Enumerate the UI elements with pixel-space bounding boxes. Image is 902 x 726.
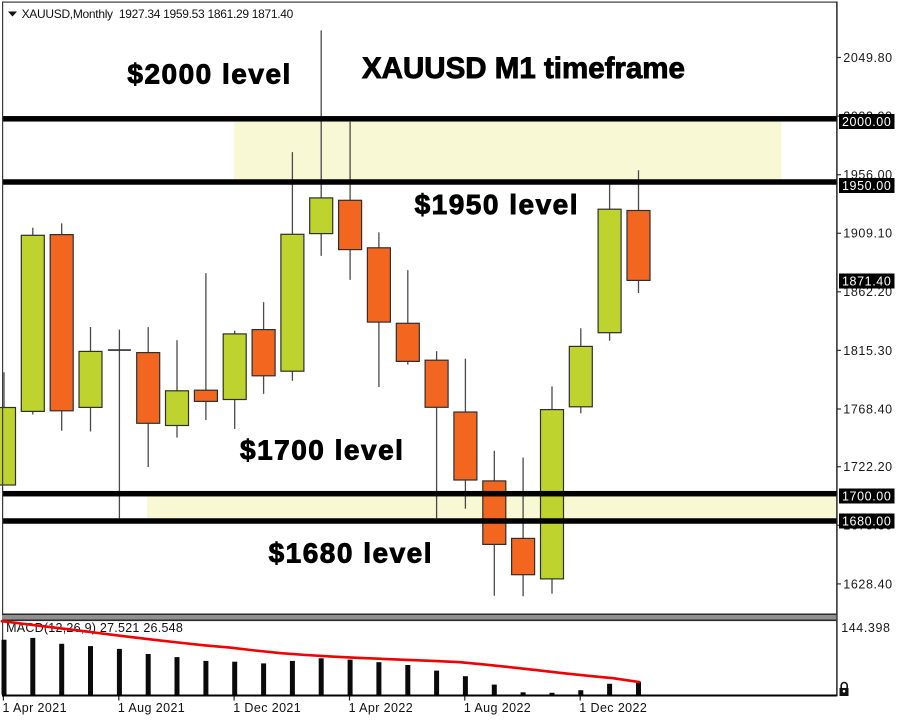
- svg-text:1722.20: 1722.20: [843, 460, 892, 474]
- svg-text:1 Dec 2022: 1 Dec 2022: [579, 701, 647, 715]
- svg-text:$2000 level: $2000 level: [127, 59, 291, 90]
- svg-text:$1700 level: $1700 level: [240, 435, 404, 466]
- svg-text:2000.00: 2000.00: [842, 115, 891, 129]
- svg-text:MACD(12,26,9) 27.521 26.548: MACD(12,26,9) 27.521 26.548: [6, 621, 183, 635]
- svg-text:1700.00: 1700.00: [842, 490, 891, 504]
- svg-text:144.398: 144.398: [841, 621, 890, 635]
- svg-text:1862.20: 1862.20: [843, 285, 892, 299]
- svg-text:XAUUSD M1 timeframe: XAUUSD M1 timeframe: [362, 52, 685, 85]
- svg-text:1680.00: 1680.00: [842, 515, 891, 529]
- svg-text:1 Dec 2021: 1 Dec 2021: [233, 701, 301, 715]
- svg-text:1 Apr 2021: 1 Apr 2021: [3, 701, 67, 715]
- svg-text:1 Aug 2022: 1 Aug 2022: [464, 701, 531, 715]
- svg-text:1909.10: 1909.10: [843, 227, 892, 241]
- svg-text:1 Aug 2021: 1 Aug 2021: [118, 701, 185, 715]
- svg-text:1628.40: 1628.40: [843, 577, 892, 591]
- svg-text:1815.30: 1815.30: [843, 344, 892, 358]
- svg-text:1768.40: 1768.40: [843, 402, 892, 416]
- svg-text:$1680 level: $1680 level: [269, 537, 433, 568]
- svg-text:1 Apr 2022: 1 Apr 2022: [349, 701, 413, 715]
- svg-text:2049.80: 2049.80: [843, 51, 892, 65]
- svg-text:1871.40: 1871.40: [842, 275, 891, 289]
- svg-text:1950.00: 1950.00: [842, 179, 891, 193]
- svg-text:XAUUSD,Monthly 1927.34 1959.5: XAUUSD,Monthly 1927.34 1959.53 1861.29 1…: [22, 7, 294, 21]
- svg-text:$1950 level: $1950 level: [415, 189, 579, 220]
